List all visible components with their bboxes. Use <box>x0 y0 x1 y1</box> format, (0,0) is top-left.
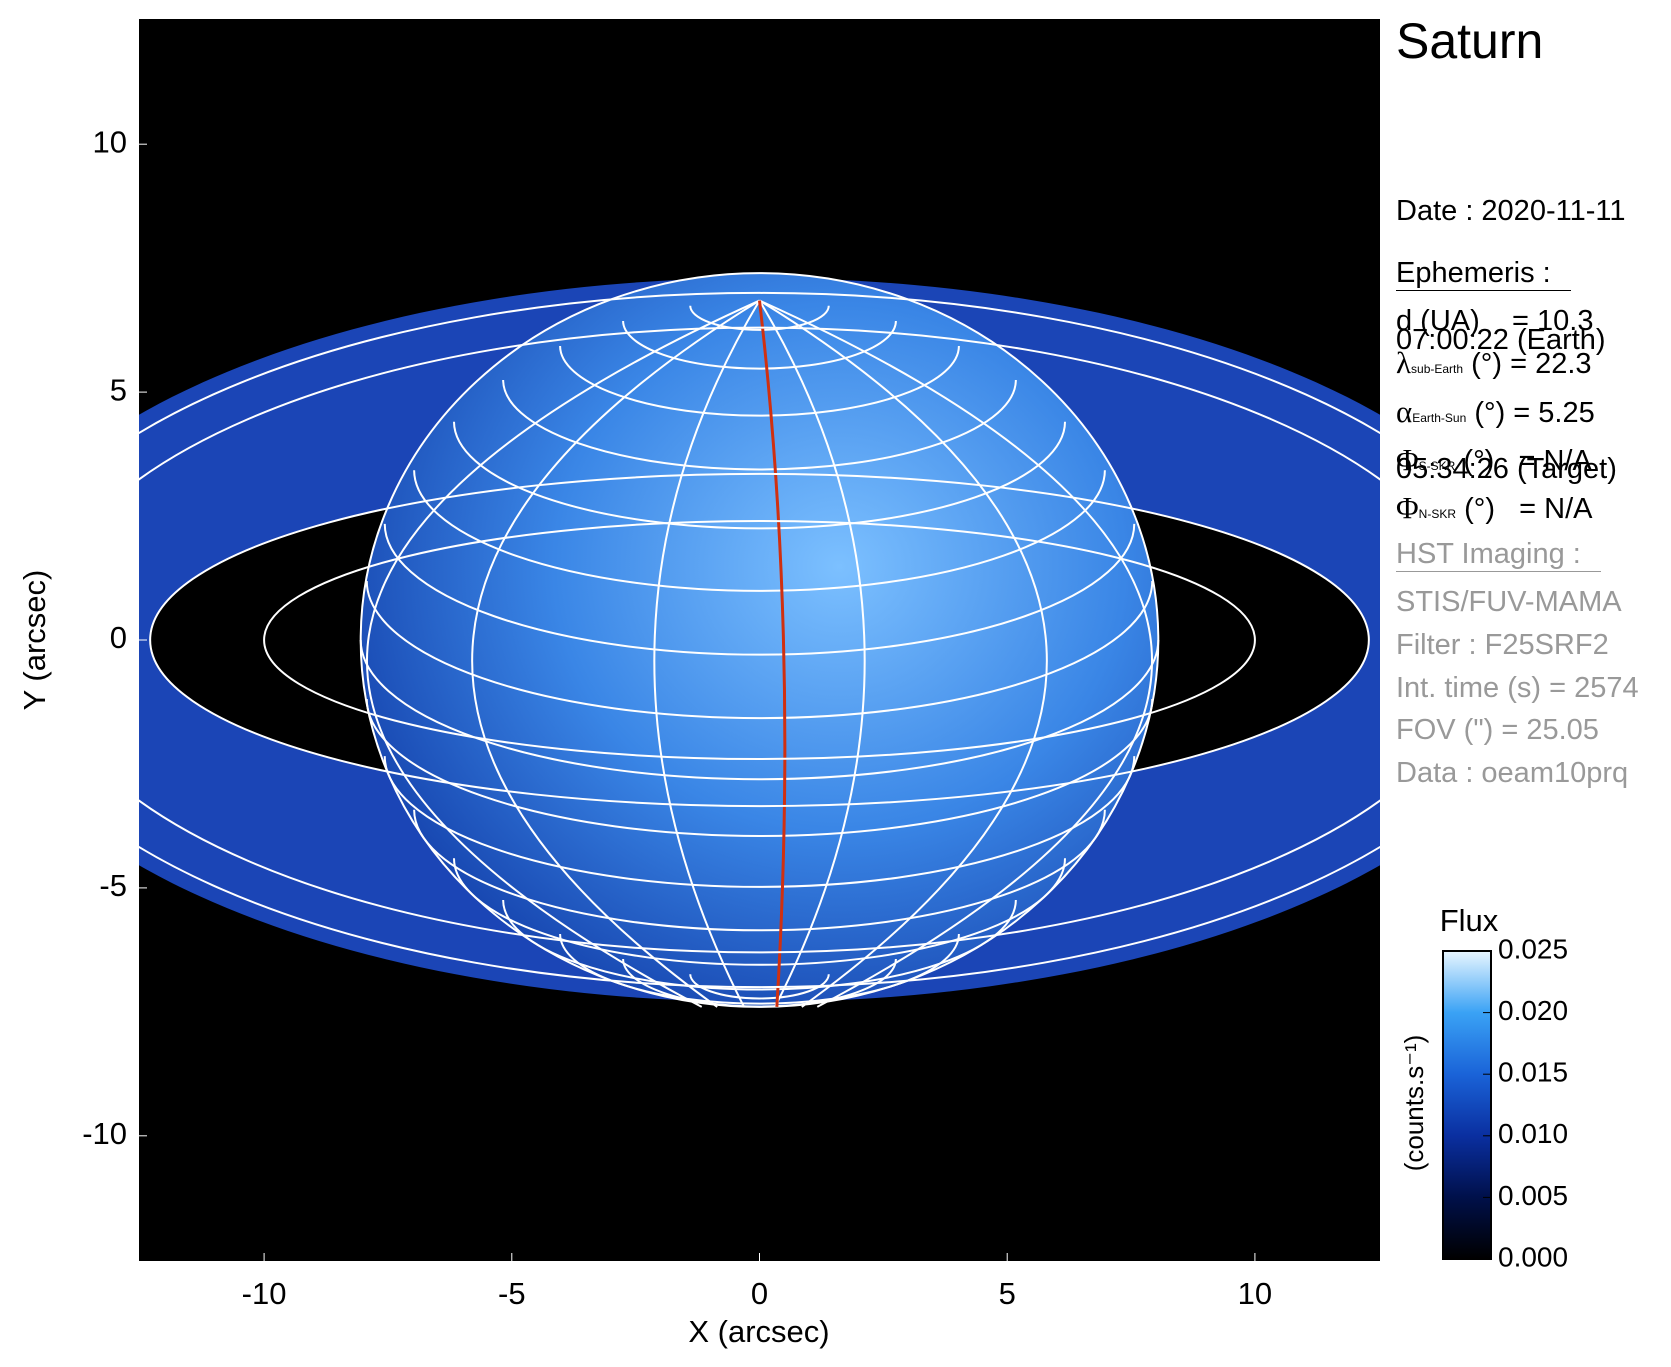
latitude-line <box>365 581 1154 720</box>
colorbar-tick-label: 0.000 <box>1498 1241 1568 1272</box>
longitude-line <box>471 299 761 1008</box>
ephemeris-text: d (UA) = 10.3 <box>1396 305 1594 337</box>
image <box>139 19 1380 1261</box>
latitude-line <box>452 858 1066 966</box>
longitude-line <box>758 299 1048 1008</box>
x-tick-label: 10 <box>1238 1276 1272 1311</box>
hst-line: Int. time (s) = 2574 <box>1396 671 1639 704</box>
planet-grid <box>359 272 1160 1008</box>
latitude-line <box>689 305 830 331</box>
ephemeris: d (UA) = 10.3 λsub-Earth (°) = 22.3 αEarth… <box>1396 300 1595 535</box>
latitude-line <box>359 639 1160 780</box>
latitude-line <box>559 346 960 417</box>
symbol: λ <box>1396 345 1412 381</box>
colorbar-tick-label: 0.020 <box>1498 995 1568 1026</box>
latitude-line <box>622 321 897 370</box>
date-line: 05:34:26 (Target) <box>1396 453 1617 485</box>
latitude-line <box>413 470 1106 592</box>
ephemeris-text: (°) = N/A <box>1455 444 1592 477</box>
y-tick-label: 5 <box>110 372 127 407</box>
colorbar-tick-label: 0.025 <box>1498 933 1568 964</box>
ephemeris-row: λsub-Earth (°) = 22.3 <box>1396 342 1595 390</box>
colorbar-tick-label: 0.005 <box>1498 1180 1568 1211</box>
latitude-line <box>413 809 1106 931</box>
ephemeris-row: αEarth-Sun (°) = 5.25 <box>1396 391 1595 439</box>
ring-line <box>139 292 1380 988</box>
ephemeris-row: ΦN-SKR (°) = N/A <box>1396 487 1595 535</box>
latitude-line <box>383 523 1136 656</box>
ephemeris-title: Ephemeris : <box>1396 257 1571 291</box>
ephemeris-row: ΦS-SKR (°) = N/A <box>1396 439 1595 487</box>
subscript: N-SKR <box>1418 507 1457 522</box>
date-line: 07:00:22 (Earth) <box>1396 324 1606 356</box>
y-tick-label: -5 <box>99 868 127 903</box>
latitude-line <box>502 379 1017 471</box>
hst-line: FOV (") = 25.05 <box>1396 714 1599 747</box>
y-tick-label: -10 <box>82 1116 127 1151</box>
x-tick-label: -5 <box>498 1276 526 1311</box>
colorbar-title: Flux <box>1440 903 1499 938</box>
ephemeris-text: (°) = N/A <box>1456 493 1593 526</box>
hst-line: STIS/FUV-MAMA <box>1396 586 1622 618</box>
subscript: Earth-Sun <box>1412 410 1467 425</box>
colorbar-tick-label: 0.015 <box>1498 1057 1568 1088</box>
longitude-line <box>653 300 761 1008</box>
hst-line: Filter : F25SRF2 <box>1396 628 1609 661</box>
ephemeris-row: d (UA) = 10.3 <box>1396 300 1595 342</box>
colorbar <box>1442 950 1492 1260</box>
title: Saturn <box>1396 13 1543 69</box>
ephemeris-text: (°) = 22.3 <box>1463 348 1592 381</box>
subscript: sub-Earth <box>1411 362 1464 377</box>
symbol: α <box>1396 393 1413 429</box>
symbol: Φ <box>1396 490 1419 526</box>
ring-line <box>149 472 1370 808</box>
hst-line: Data : oeam10prq <box>1396 757 1629 790</box>
latitude-line <box>365 698 1154 838</box>
longitude-line <box>366 299 760 1008</box>
x-axis-label: X (arcsec) <box>688 1314 829 1349</box>
ring-line <box>263 520 1256 760</box>
x-tick-label: 5 <box>999 1276 1016 1311</box>
latitude-line <box>383 756 1136 888</box>
y-tick-label: 10 <box>93 124 127 159</box>
ring-line <box>139 326 1380 954</box>
x-tick-label: -10 <box>242 1276 287 1311</box>
date-block: Date : 2020-11-11 07:00:22 (Earth) 05:34… <box>1396 104 1625 534</box>
x-tick-label: 0 <box>751 1276 768 1311</box>
symbol: Φ <box>1396 441 1419 477</box>
date-line: Date : 2020-11-11 <box>1396 195 1626 227</box>
hst-title: HST Imaging : <box>1396 538 1601 572</box>
colorbar-tick-label: 0.010 <box>1498 1118 1568 1149</box>
ephemeris-text: (°) = 5.25 <box>1466 396 1595 429</box>
planet <box>360 273 1159 1007</box>
limb <box>359 272 1160 1008</box>
y-axis-label: Y (arcsec) <box>17 570 52 711</box>
y-tick-label: 0 <box>110 620 127 655</box>
latitude-line <box>452 421 1066 530</box>
central-meridian <box>758 300 787 1007</box>
latitude-line <box>559 933 960 1005</box>
longitude-line <box>758 300 866 1008</box>
longitude-line <box>759 299 1153 1008</box>
colorbar-label: (counts.s⁻¹) <box>1399 1035 1429 1172</box>
subscript: S-SKR <box>1418 458 1456 473</box>
hst-block: STIS/FUV-MAMA Filter : F25SRF2 Int. time (… <box>1396 581 1639 795</box>
